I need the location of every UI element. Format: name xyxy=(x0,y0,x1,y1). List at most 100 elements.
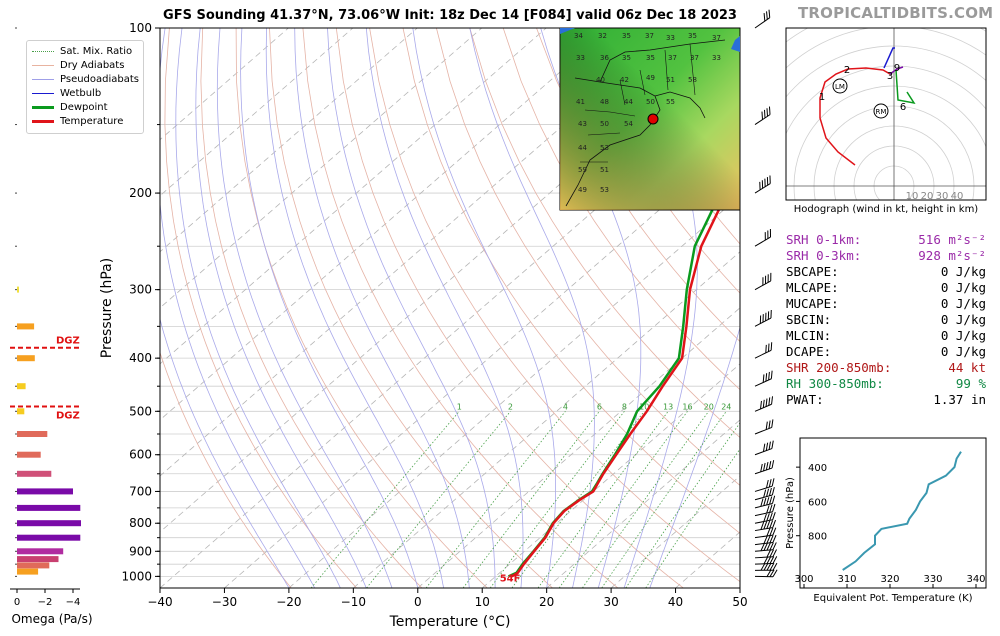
right-mover-label: RM xyxy=(876,108,887,116)
legend-item: Dewpoint xyxy=(27,100,143,114)
legend-item: Pseudoadiabats xyxy=(27,72,143,86)
param-label: MLCAPE: xyxy=(786,280,839,295)
omega-bar xyxy=(17,408,25,415)
wind-barb xyxy=(754,549,777,559)
theta-e-y-tick: 400 xyxy=(808,463,827,474)
map-value: 33 xyxy=(666,34,675,42)
legend-label: Wetbulb xyxy=(60,87,102,99)
omega-x-tick: −4 xyxy=(66,597,81,608)
wind-barb xyxy=(754,478,775,492)
legend-item: Wetbulb xyxy=(27,86,143,100)
omega-bar xyxy=(17,534,81,541)
mixing-ratio-label: 1 xyxy=(457,402,462,411)
wind-barb xyxy=(754,440,774,456)
x-tick-label: −20 xyxy=(276,595,301,609)
legend-label: Temperature xyxy=(60,115,124,127)
param-label: SHR 200-850mb: xyxy=(786,360,892,375)
location-marker xyxy=(647,113,659,125)
wind-barb xyxy=(754,542,777,552)
omega-x-tick: 0 xyxy=(14,597,20,608)
param-label: MLCIN: xyxy=(786,328,832,343)
param-row: SBCIN: 0 J/kg xyxy=(786,312,986,328)
temperature-line xyxy=(511,173,740,578)
map-value: 55 xyxy=(666,98,675,106)
param-label: RH 300-850mb: xyxy=(786,376,884,391)
omega-bar xyxy=(17,470,52,477)
theta-e-y-tick: 600 xyxy=(808,497,827,508)
map-value: 59 xyxy=(578,166,587,174)
hodograph-trace-low xyxy=(819,67,891,166)
map-value: 37 xyxy=(690,54,699,62)
param-row: MLCAPE: 0 J/kg xyxy=(786,280,986,296)
hodograph-caption: Hodograph (wind in kt, height in km) xyxy=(793,204,979,215)
x-tick-label: −10 xyxy=(341,595,366,609)
x-tick-label: 50 xyxy=(732,595,747,609)
y-tick-label: 600 xyxy=(129,448,152,462)
param-row: MLCIN: 0 J/kg xyxy=(786,328,986,344)
wind-barbs xyxy=(754,9,778,578)
hodograph-trace-upper xyxy=(895,69,916,105)
map-value: 48 xyxy=(600,98,609,106)
map-value: 37 xyxy=(668,54,677,62)
x-tick-label: −40 xyxy=(147,595,172,609)
theta-e-profile: 300 310 320 330 340 400 600 800 Equivalent Pot. … xyxy=(785,437,987,604)
param-label: PWAT: xyxy=(786,392,824,407)
param-value: 1.37 in xyxy=(933,392,986,407)
map-value: 53 xyxy=(600,186,609,194)
param-row: SHR 200-850mb: 44 kt xyxy=(786,360,986,376)
param-value: 0 J/kg xyxy=(940,280,986,295)
wind-barb xyxy=(754,512,776,524)
map-value: 33 xyxy=(576,54,585,62)
hodograph-ring-label: 40 xyxy=(951,191,964,202)
map-value: 41 xyxy=(576,98,585,106)
legend-swatch xyxy=(32,92,54,94)
theta-e-line xyxy=(842,451,962,571)
map-value: 54 xyxy=(624,120,633,128)
wind-barb xyxy=(754,503,776,517)
map-value: 35 xyxy=(688,32,697,40)
param-label: SRH 0-3km: xyxy=(786,248,862,263)
wind-barb xyxy=(754,569,778,578)
legend: Sat. Mix. Ratio Dry Adiabats Pseudoadiabat… xyxy=(26,40,144,134)
right-mover-marker xyxy=(873,103,889,119)
wind-barb xyxy=(754,9,771,29)
wind-barb xyxy=(754,106,771,125)
omega-bar xyxy=(17,504,81,511)
legend-item: Dry Adiabats xyxy=(27,58,143,72)
param-value: 0 J/kg xyxy=(940,328,986,343)
hodograph-trace-top xyxy=(883,47,895,69)
param-row: SBCAPE: 0 J/kg xyxy=(786,264,986,280)
map-value: 37 xyxy=(645,32,654,40)
map-value: 32 xyxy=(598,32,607,40)
wind-barb xyxy=(754,527,777,539)
wind-barb xyxy=(754,342,773,359)
map-value: 58 xyxy=(688,76,697,84)
mixing-ratio-label: 6 xyxy=(597,402,602,411)
y-tick-label: 700 xyxy=(129,484,152,498)
wind-barb xyxy=(754,495,776,509)
param-row: RH 300-850mb: 99 % xyxy=(786,376,986,392)
legend-label: Dry Adiabats xyxy=(60,59,125,71)
y-tick-label: 900 xyxy=(129,544,152,558)
x-tick-label: 40 xyxy=(668,595,683,609)
y-tick-label: 500 xyxy=(129,404,152,418)
dgz-label: DGZ xyxy=(56,410,80,421)
omega-bar xyxy=(17,355,35,362)
param-row: PWAT: 1.37 in xyxy=(786,392,986,408)
map-value: 53 xyxy=(600,144,609,152)
mixing-ratio-label: 10 xyxy=(639,402,649,411)
omega-bar xyxy=(17,568,39,575)
wind-barb xyxy=(754,562,778,571)
hodograph-ring-label: 30 xyxy=(936,191,949,202)
hodograph: 1 2 3 6 9 LM RM 10 20 30 40 xyxy=(785,27,987,202)
theta-e-x-label: Equivalent Pot. Temperature (K) xyxy=(813,593,972,604)
hodograph-ring-label: 10 xyxy=(906,191,919,202)
mixing-ratio-label: 13 xyxy=(663,402,673,411)
legend-item: Temperature xyxy=(27,114,143,128)
map-value: 35 xyxy=(622,54,631,62)
wind-barb xyxy=(754,460,775,475)
mixing-ratio-label: 30 xyxy=(743,402,753,411)
theta-e-y-tick: 800 xyxy=(808,532,827,543)
param-label: MUCAPE: xyxy=(786,296,839,311)
